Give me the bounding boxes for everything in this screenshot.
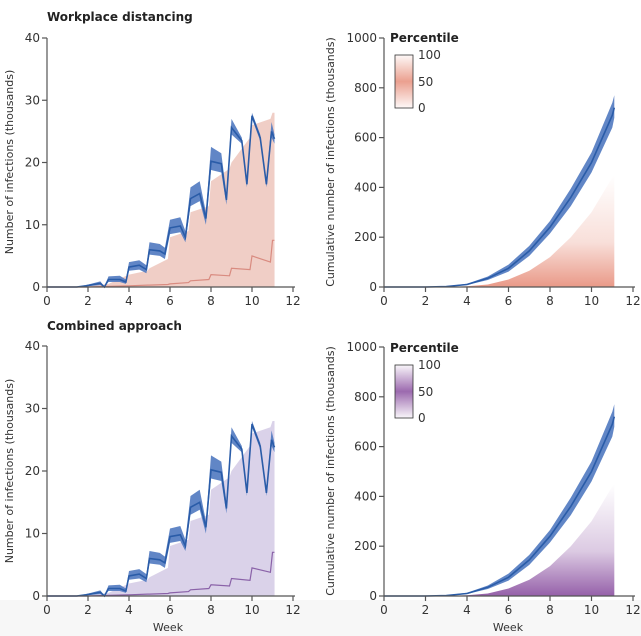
panel-0: 0 2 4 6 8 10 12 0 10 20 30 40: [25, 31, 301, 308]
x-tick-label: 2: [84, 294, 92, 308]
panel-2: 0 2 4 6 8 10 12 0 10 20 30 40: [25, 339, 301, 617]
x-tick-label: 6: [505, 294, 513, 308]
x-tick-label: 0: [380, 603, 388, 617]
x-tick-label: 12: [625, 294, 640, 308]
x-tick-label: 12: [285, 294, 300, 308]
x-tick-label: 8: [207, 294, 215, 308]
y-tick-label: 600: [354, 131, 377, 145]
x-tick-label: 4: [463, 294, 471, 308]
blue-median-line: [47, 423, 276, 598]
y-axis-label-p0: Number of infections (thousands): [3, 70, 16, 255]
percentile-fan-area: [47, 112, 275, 287]
percentile-fan-area: [384, 483, 615, 596]
x-tick-label: 10: [244, 294, 259, 308]
legend-title: Percentile: [390, 341, 459, 355]
y-tick-label: 1000: [346, 340, 377, 354]
x-tick-label: 0: [43, 603, 51, 617]
legend-label-50: 50: [418, 75, 433, 89]
percentile-colorbar: [394, 364, 414, 419]
y-tick-label: 200: [354, 539, 377, 553]
y-tick-label: 400: [354, 489, 377, 503]
x-tick-label: 8: [546, 603, 554, 617]
y-axis-label-p3: Cumulative number of infections (thousan…: [324, 346, 337, 596]
x-tick-label: 10: [584, 294, 599, 308]
x-tick-label: 10: [244, 603, 259, 617]
y-tick-label: 0: [369, 280, 377, 294]
legend-label-0: 0: [418, 411, 426, 425]
y-tick-label: 10: [25, 527, 40, 541]
y-axis-label-p2: Number of infections (thousands): [3, 379, 16, 564]
y-tick-label: 30: [25, 93, 40, 107]
y-tick-label: 40: [25, 31, 40, 45]
y-tick-label: 10: [25, 218, 40, 232]
y-tick-label: 0: [32, 280, 40, 294]
legend-title: Percentile: [390, 31, 459, 45]
x-tick-label: 4: [463, 603, 471, 617]
blue-uncertainty-band: [47, 112, 275, 287]
x-tick-label: 12: [285, 603, 300, 617]
x-tick-label: 0: [380, 294, 388, 308]
y-tick-label: 20: [25, 156, 40, 170]
percentile-legend-workplace: Percentile 100 50 0: [390, 31, 459, 115]
y-tick-label: 600: [354, 440, 377, 454]
x-tick-label: 8: [207, 603, 215, 617]
x-tick-label: 12: [625, 603, 640, 617]
y-tick-label: 400: [354, 180, 377, 194]
x-tick-label: 4: [125, 603, 133, 617]
y-tick-label: 800: [354, 81, 377, 95]
y-tick-label: 20: [25, 464, 40, 478]
x-axis-label-p2: Week: [153, 621, 184, 634]
x-tick-label: 0: [43, 294, 51, 308]
y-tick-label: 30: [25, 402, 40, 416]
y-tick-label: 40: [25, 339, 40, 353]
x-axis-label-p3: Week: [493, 621, 524, 634]
legend-label-50: 50: [418, 385, 433, 399]
percentile-fan-area: [384, 174, 615, 287]
y-tick-label: 0: [369, 589, 377, 603]
x-tick-label: 2: [422, 294, 430, 308]
y-tick-label: 1000: [346, 31, 377, 45]
x-tick-label: 6: [166, 294, 174, 308]
x-tick-label: 10: [584, 603, 599, 617]
y-tick-label: 200: [354, 230, 377, 244]
panel-title-combined: Combined approach: [47, 319, 182, 333]
legend-label-100: 100: [418, 358, 441, 372]
percentile-median-line: [47, 239, 275, 288]
blue-median-line: [47, 115, 276, 289]
percentile-legend-combined: Percentile 100 50 0: [390, 341, 459, 425]
x-tick-label: 2: [422, 603, 430, 617]
legend-label-0: 0: [418, 101, 426, 115]
x-tick-label: 6: [166, 603, 174, 617]
x-tick-label: 4: [125, 294, 133, 308]
x-tick-label: 8: [546, 294, 554, 308]
y-tick-label: 0: [32, 589, 40, 603]
bottom-fade: [0, 600, 641, 636]
legend-label-100: 100: [418, 48, 441, 62]
x-tick-label: 2: [84, 603, 92, 617]
panel-title-workplace: Workplace distancing: [47, 10, 193, 24]
x-tick-label: 6: [505, 603, 513, 617]
blue-uncertainty-band: [47, 421, 275, 596]
y-axis-label-p1: Cumulative number of infections (thousan…: [324, 37, 337, 287]
percentile-median-line: [47, 551, 275, 597]
percentile-colorbar: [394, 54, 414, 109]
percentile-fan-area: [47, 421, 275, 596]
y-tick-label: 800: [354, 390, 377, 404]
